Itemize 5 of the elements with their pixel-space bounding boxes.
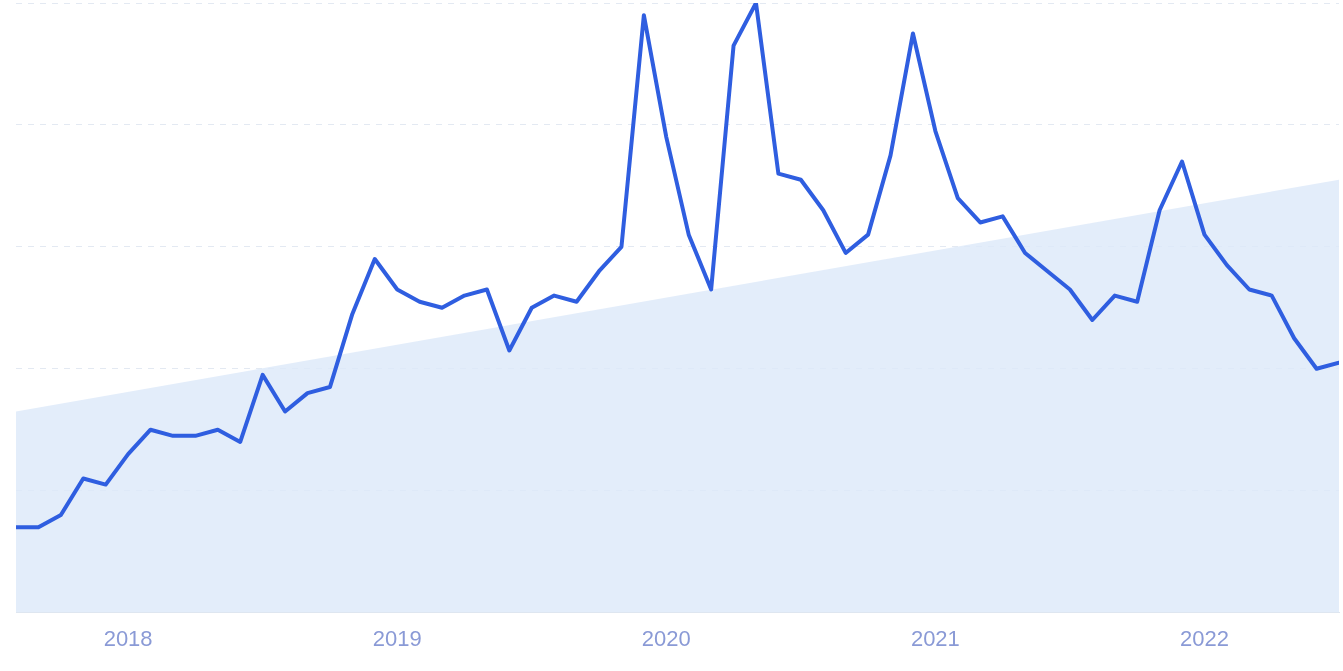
x-tick-label: 2020 — [641, 625, 691, 651]
x-tick-label: 2018 — [103, 625, 153, 651]
x-tick-label: 2019 — [372, 625, 422, 651]
x-tick-label: 2022 — [1179, 625, 1229, 651]
x-tick-label: 2021 — [910, 625, 960, 651]
